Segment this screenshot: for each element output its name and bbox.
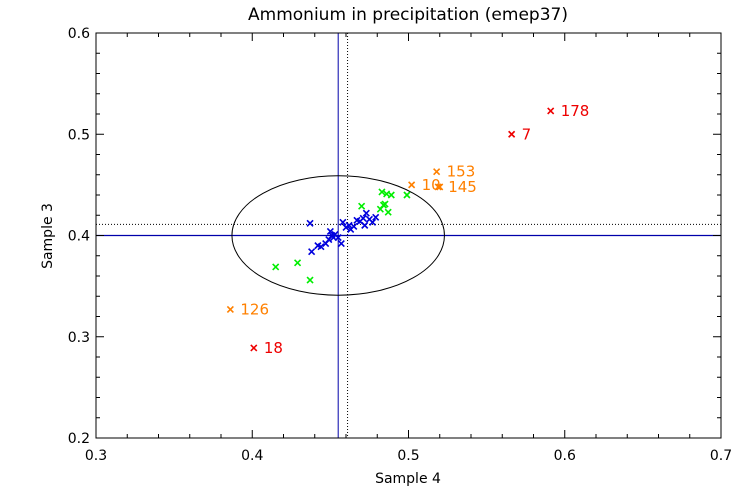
data-point-blue-1 [308,248,316,256]
data-point-blue-21 [362,209,370,217]
data-point-orange-3 [434,183,442,191]
data-point-green-3 [358,202,366,210]
data-point-orange-0 [226,305,234,313]
data-point-blue-6 [326,227,334,236]
y-tick-label: 0.4 [68,229,90,245]
data-point-orange-1 [408,181,416,189]
data-point-orange-2 [433,168,441,176]
confidence-ellipse [231,175,445,296]
x-tick-label: 0.4 [241,448,263,464]
x-tick-label: 0.7 [710,448,732,464]
data-point-blue-12 [339,218,347,226]
x-axis-title: Sample 4 [375,471,441,487]
data-point-green-7 [381,200,389,208]
x-tick-label: 0.3 [85,448,107,464]
chart-title: Ammonium in precipitation (emep37) [248,5,568,25]
data-point-red-1 [508,130,516,138]
data-point-blue-0 [306,219,314,227]
data-point-blue-11 [337,240,345,248]
y-tick-label: 0.3 [68,330,90,346]
data-point-green-11 [403,191,411,199]
y-tick-label: 0.2 [68,431,90,447]
data-point-orange-4 [436,183,444,191]
data-point-blue-3 [317,243,325,251]
x-tick-label: 0.5 [397,448,419,464]
point-label-153: 153 [447,163,476,181]
point-label-18: 18 [264,339,283,357]
data-point-blue-24 [372,213,380,221]
x-tick-label: 0.6 [554,448,576,464]
data-point-blue-19 [359,214,367,222]
data-point-green-1 [293,259,302,267]
data-point-red-2 [547,107,555,115]
y-tick-label: 0.5 [68,127,90,143]
data-point-red-0 [250,344,258,352]
point-label-7: 7 [522,125,532,143]
data-point-green-5 [378,188,386,196]
data-point-blue-10 [334,233,342,242]
data-point-green-9 [384,208,392,216]
data-point-green-10 [387,191,395,199]
point-label-145: 145 [448,178,477,196]
data-point-blue-20 [361,221,369,229]
point-label-126: 126 [240,300,269,318]
y-tick-label: 0.6 [68,26,90,42]
data-point-green-0 [272,263,280,271]
y-axis-title: Sample 3 [40,203,56,269]
point-label-178: 178 [561,102,590,120]
data-point-blue-23 [368,218,377,226]
data-point-green-2 [306,276,314,284]
data-point-blue-16 [350,222,358,230]
